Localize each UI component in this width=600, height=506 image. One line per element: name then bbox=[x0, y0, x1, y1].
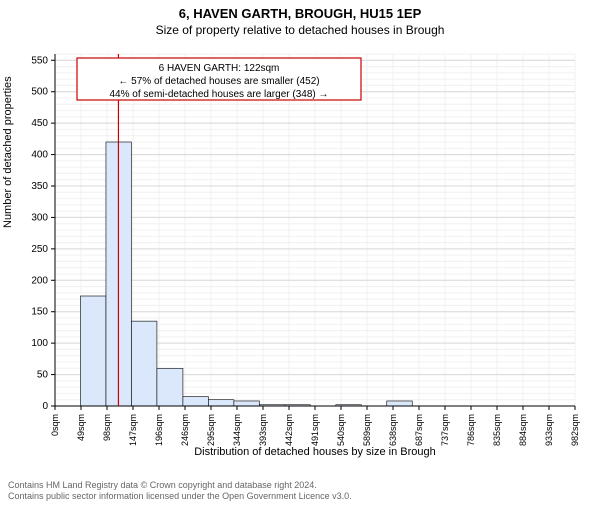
chart-plot-area: 0501001502002503003504004505005500sqm49s… bbox=[55, 54, 575, 406]
x-tick-label: 933sqm bbox=[544, 414, 554, 446]
info-line3: 44% of semi-detached houses are larger (… bbox=[109, 89, 328, 100]
y-tick-label: 350 bbox=[31, 181, 48, 192]
footer-line2: Contains public sector information licen… bbox=[8, 491, 352, 502]
histogram-bar bbox=[157, 368, 183, 406]
y-axis-label: Number of detached properties bbox=[2, 76, 14, 228]
x-tick-label: 982sqm bbox=[570, 414, 580, 446]
x-tick-label: 589sqm bbox=[362, 414, 372, 446]
footer-line1: Contains HM Land Registry data © Crown c… bbox=[8, 480, 352, 491]
x-tick-label: 49sqm bbox=[76, 414, 86, 441]
x-tick-label: 737sqm bbox=[440, 414, 450, 446]
y-tick-label: 100 bbox=[31, 338, 48, 349]
info-line1: 6 HAVEN GARTH: 122sqm bbox=[159, 63, 280, 74]
chart-title-subtitle: Size of property relative to detached ho… bbox=[0, 23, 600, 37]
x-tick-label: 0sqm bbox=[50, 414, 60, 436]
x-tick-label: 687sqm bbox=[414, 414, 424, 446]
x-tick-label: 540sqm bbox=[336, 414, 346, 446]
y-tick-label: 300 bbox=[31, 212, 48, 223]
x-axis-label: Distribution of detached houses by size … bbox=[55, 446, 575, 458]
histogram-bar bbox=[183, 397, 208, 406]
x-tick-label: 786sqm bbox=[466, 414, 476, 446]
histogram-bar bbox=[80, 296, 105, 406]
y-tick-label: 550 bbox=[31, 55, 48, 66]
y-tick-label: 450 bbox=[31, 118, 48, 129]
histogram-bar bbox=[234, 401, 259, 406]
y-tick-label: 400 bbox=[31, 150, 48, 161]
x-tick-label: 344sqm bbox=[232, 414, 242, 446]
histogram-bar bbox=[131, 321, 156, 406]
y-tick-label: 0 bbox=[42, 401, 48, 412]
x-tick-label: 246sqm bbox=[180, 414, 190, 446]
x-tick-label: 295sqm bbox=[206, 414, 216, 446]
y-tick-label: 500 bbox=[31, 87, 48, 98]
x-tick-label: 638sqm bbox=[388, 414, 398, 446]
chart-title-address: 6, HAVEN GARTH, BROUGH, HU15 1EP bbox=[0, 6, 600, 21]
x-tick-label: 442sqm bbox=[284, 414, 294, 446]
x-tick-label: 393sqm bbox=[258, 414, 268, 446]
x-tick-label: 98sqm bbox=[102, 414, 112, 441]
y-tick-label: 50 bbox=[37, 370, 49, 381]
histogram-bar bbox=[208, 400, 233, 406]
info-box: 6 HAVEN GARTH: 122sqm ← 57% of detached h… bbox=[77, 58, 361, 100]
histogram-bar bbox=[387, 401, 412, 406]
info-line2: ← 57% of detached houses are smaller (45… bbox=[118, 76, 319, 87]
y-tick-label: 150 bbox=[31, 307, 48, 318]
histogram-svg: 0501001502002503003504004505005500sqm49s… bbox=[55, 54, 575, 406]
y-tick-label: 250 bbox=[31, 244, 48, 255]
footer-attribution: Contains HM Land Registry data © Crown c… bbox=[8, 480, 352, 503]
x-tick-label: 147sqm bbox=[128, 414, 138, 446]
x-tick-label: 196sqm bbox=[154, 414, 164, 446]
y-tick-label: 200 bbox=[31, 275, 48, 286]
x-tick-label: 884sqm bbox=[518, 414, 528, 446]
x-tick-label: 835sqm bbox=[492, 414, 502, 446]
x-tick-label: 491sqm bbox=[310, 414, 320, 446]
